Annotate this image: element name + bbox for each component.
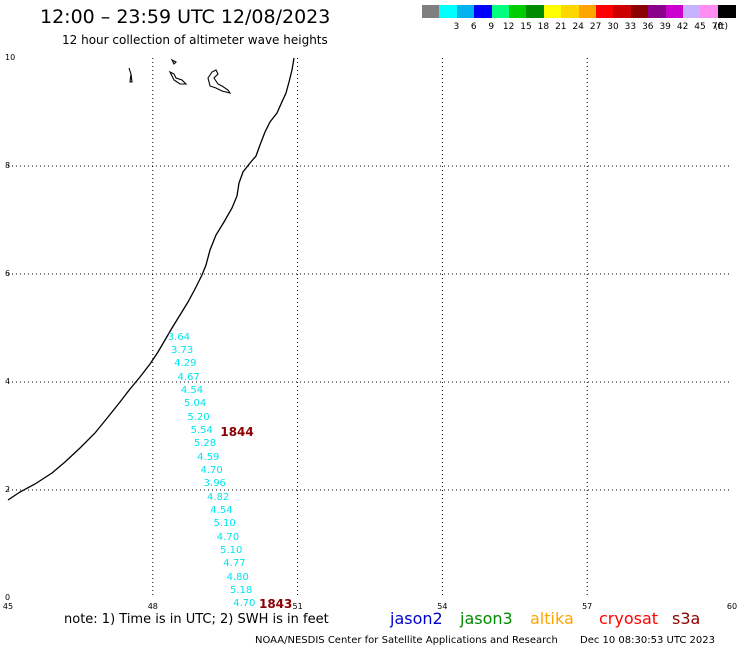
legend-label: 36	[642, 22, 654, 32]
swh-value: 4.70	[200, 465, 223, 477]
swh-value: 5.10	[220, 545, 243, 557]
lon-tick-label: 48	[147, 602, 158, 611]
generated-timestamp: Dec 10 08:30:53 UTC 2023	[580, 635, 715, 646]
lat-tick-label: 0	[5, 593, 11, 602]
legend-swatch	[665, 5, 684, 18]
legend-label: 12	[502, 22, 515, 32]
swh-value: 3.73	[171, 345, 194, 357]
legend-label: 6	[470, 22, 477, 32]
legend-label: 15	[520, 22, 532, 32]
lat-tick-label: 10	[5, 53, 16, 62]
legend-swatch	[561, 5, 580, 18]
legend-swatch	[456, 5, 475, 18]
time-label: 1844	[220, 425, 254, 440]
satellite-jason3: jason3	[460, 609, 513, 628]
lon-tick-label: 45	[2, 602, 14, 611]
legend-label: 33	[624, 22, 637, 32]
lat-tick-label: 8	[5, 161, 11, 170]
swh-value: 5.18	[229, 585, 253, 597]
credit-line: NOAA/NESDIS Center for Satellite Applica…	[255, 635, 558, 646]
lon-tick-label: 51	[292, 602, 303, 611]
legend-swatch	[439, 5, 458, 18]
swh-value: 4.54	[180, 385, 204, 397]
legend-swatch	[578, 5, 597, 18]
swh-value: 4.59	[197, 451, 220, 463]
legend-swatch	[613, 5, 632, 18]
lon-tick-label: 57	[582, 602, 593, 611]
time-label: 1843	[258, 597, 293, 612]
legend-swatch	[717, 5, 736, 18]
swh-value: 3.96	[203, 478, 226, 490]
legend-swatch	[648, 5, 667, 18]
lat-tick-label: 2	[5, 485, 11, 494]
swh-value: 5.54	[190, 425, 213, 437]
swh-value: 5.04	[184, 398, 207, 410]
legend-swatch	[491, 5, 510, 18]
lon-tick-label: 60	[726, 602, 738, 611]
legend-label: 27	[589, 22, 602, 32]
swh-value: 4.82	[206, 491, 230, 503]
swh-value: 4.80	[226, 571, 249, 583]
swh-value: 4.70	[233, 598, 256, 610]
legend-swatch	[474, 5, 493, 18]
satellite-jason2: jason2	[390, 609, 443, 628]
swh-value: 5.28	[193, 438, 217, 450]
lat-tick-label: 6	[5, 269, 11, 278]
swh-value: 4.77	[223, 558, 246, 570]
swh-value: 4.70	[216, 531, 240, 543]
island-sabuniya	[128, 67, 133, 83]
legend-swatch	[596, 5, 614, 18]
legend-label: 9	[488, 22, 495, 32]
altimeter-map	[7, 57, 732, 598]
island-samhah	[170, 58, 177, 65]
footnote: note: 1) Time is in UTC; 2) SWH is in fe…	[64, 612, 329, 627]
island-abd-al-kuri	[168, 70, 188, 85]
swh-value: 4.67	[177, 371, 200, 383]
swh-value: 4.54	[210, 505, 233, 517]
lat-tick-label: 4	[5, 377, 11, 386]
legend-swatch	[543, 5, 562, 18]
legend-swatch	[683, 5, 701, 18]
page-title: 12:00 – 23:59 UTC 12/08/2023	[40, 6, 331, 28]
legend-swatch	[422, 5, 440, 18]
legend-swatch	[700, 5, 719, 18]
legend-label: 24	[572, 22, 584, 32]
legend-label: 70	[711, 22, 724, 32]
swh-value: 3.64	[167, 331, 190, 343]
legend-label: 18	[537, 22, 550, 32]
legend-swatch	[509, 5, 527, 18]
legend-swatch	[630, 5, 649, 18]
satellite-altika: altika	[530, 609, 574, 628]
swh-value: 4.29	[174, 358, 197, 370]
satellite-cryosat: cryosat	[599, 609, 659, 628]
legend-label: 45	[694, 22, 706, 32]
legend-label: 30	[607, 22, 619, 32]
legend-unit: (ft)	[714, 22, 728, 32]
legend-label: 21	[555, 22, 567, 32]
coastline	[7, 57, 295, 501]
map-grid	[8, 58, 732, 598]
legend-swatch	[526, 5, 545, 18]
satellite-s3a: s3a	[672, 609, 701, 628]
swh-value: 5.20	[187, 411, 210, 423]
swh-value: 5.10	[213, 518, 236, 530]
lon-tick-label: 54	[437, 602, 448, 611]
legend-label: 39	[659, 22, 671, 32]
legend-label: 42	[676, 22, 689, 32]
island-socotra	[207, 69, 232, 94]
legend-label: 3	[453, 22, 460, 32]
page-subtitle: 12 hour collection of altimeter wave hei…	[62, 33, 328, 47]
